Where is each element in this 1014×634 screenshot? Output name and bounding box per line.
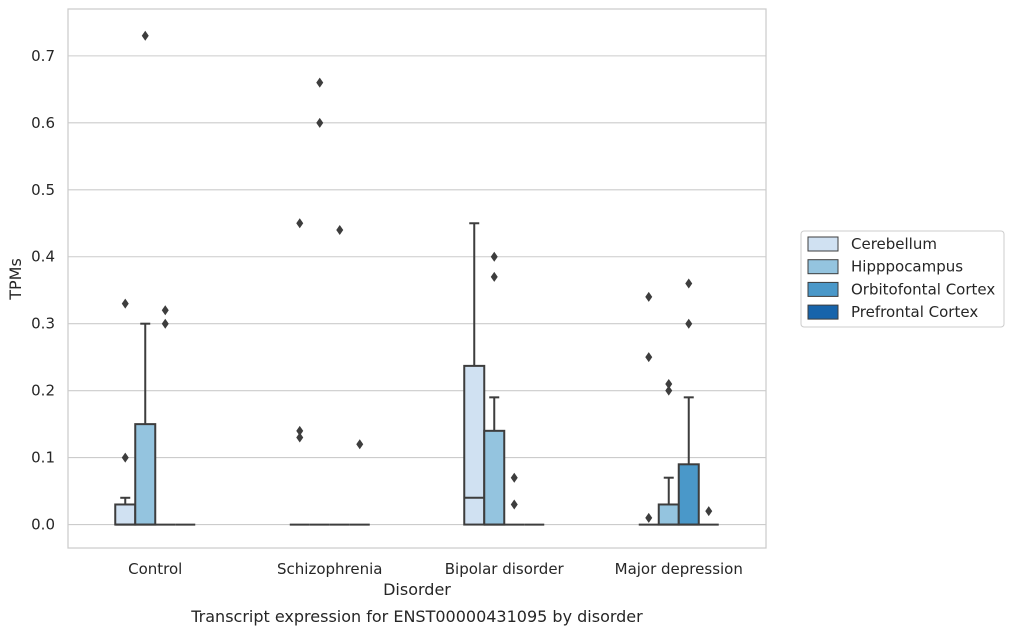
outlier-point (645, 512, 653, 523)
outlier-point (316, 77, 324, 88)
y-tick-label: 0.3 (31, 315, 55, 333)
outlier-point (316, 117, 324, 128)
box-body (677, 463, 700, 526)
legend-label: Hipppocampus (851, 258, 963, 276)
legend-swatch (807, 259, 839, 275)
x-axis-label: Disorder (383, 580, 451, 599)
outlier-point (645, 352, 653, 363)
box-body (483, 429, 506, 526)
legend-label: Prefrontal Cortex (851, 303, 978, 321)
y-tick-labels: 0.0 0.1 0.2 0.3 0.4 0.5 0.6 0.7 (31, 47, 55, 534)
outlier-point (685, 318, 693, 329)
outlier-point (356, 439, 364, 450)
plot-frame (67, 8, 767, 549)
box-cerebellum (638, 291, 659, 526)
box-orbitofontal-cortex (504, 472, 525, 526)
x-tick-label: Control (128, 560, 182, 578)
boxes (114, 30, 719, 526)
y-tick-label: 0.7 (31, 47, 55, 65)
y-tick-label: 0.6 (31, 114, 55, 132)
box-body (134, 423, 157, 526)
y-tick-label: 0.1 (31, 449, 55, 467)
gridlines (68, 55, 766, 526)
y-tick-label: 0.5 (31, 181, 55, 199)
box-orbitofontal-cortex (329, 224, 350, 526)
x-tick-label: Bipolar disorder (445, 560, 565, 578)
outlier-point (296, 218, 304, 229)
box-body (114, 503, 137, 526)
outlier-point (510, 472, 518, 483)
box-prefrontal-cortex (349, 439, 370, 526)
box-cerebellum (289, 218, 310, 526)
outlier-point (685, 278, 693, 289)
x-tick-label: Major depression (615, 560, 743, 578)
outlier-point (121, 298, 129, 309)
box-hipppocampus (134, 30, 157, 526)
legend-frame (800, 230, 1005, 328)
outlier-point (296, 432, 304, 443)
box-body (657, 503, 680, 526)
outlier-point (665, 378, 673, 389)
chart-caption: Transcript expression for ENST0000043109… (190, 607, 643, 626)
legend-label: Orbitofontal Cortex (851, 280, 995, 298)
box-hipppocampus (483, 251, 506, 526)
box-hipppocampus (657, 378, 680, 526)
legend-label: Cerebellum (851, 235, 937, 253)
y-axis-label: TPMs (6, 258, 25, 301)
outlier-point (645, 291, 653, 302)
outlier-point (490, 271, 498, 282)
box-body (463, 364, 486, 526)
legend: Cerebellum Hipppocampus Orbitofontal Corte… (800, 230, 1005, 328)
box-cerebellum (463, 222, 486, 526)
box-orbitofontal-cortex (677, 278, 700, 526)
outlier-point (490, 251, 498, 262)
x-tick-labels: Control Schizophrenia Bipolar disorder Majo… (128, 560, 743, 578)
outlier-point (161, 305, 169, 316)
y-tick-label: 0.0 (31, 516, 55, 534)
outlier-point (705, 506, 713, 517)
outlier-point (510, 499, 518, 510)
y-tick-label: 0.2 (31, 382, 55, 400)
box-prefrontal-cortex (698, 506, 719, 526)
box-orbitofontal-cortex (155, 305, 176, 526)
outlier-point (141, 30, 149, 41)
outlier-point (121, 452, 129, 463)
box-cerebellum (114, 298, 137, 526)
y-tick-label: 0.4 (31, 248, 55, 266)
legend-swatch (807, 281, 839, 297)
outlier-point (296, 425, 304, 436)
legend-swatch (807, 236, 839, 252)
x-tick-label: Schizophrenia (277, 560, 382, 578)
legend-swatch (807, 304, 839, 320)
outlier-point (161, 318, 169, 329)
outlier-point (665, 385, 673, 396)
box-hipppocampus (309, 77, 330, 526)
outlier-point (336, 224, 344, 235)
